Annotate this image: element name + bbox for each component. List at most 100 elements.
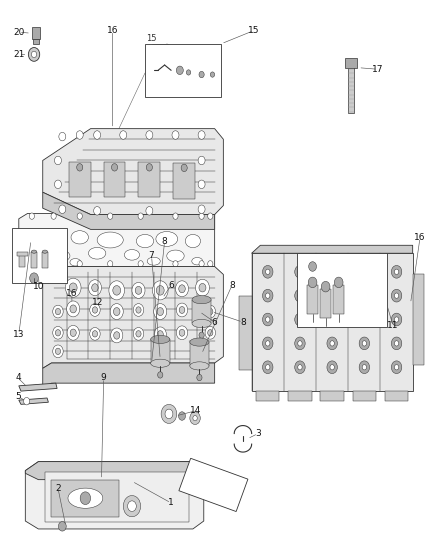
Bar (69, 162, 91, 197)
Circle shape (195, 279, 209, 296)
Circle shape (330, 293, 334, 298)
Circle shape (362, 341, 367, 346)
Circle shape (265, 293, 270, 298)
Circle shape (70, 329, 76, 336)
Bar (42, 252, 47, 268)
Text: 3: 3 (255, 429, 261, 438)
Bar (104, 162, 125, 197)
Circle shape (321, 281, 330, 292)
Circle shape (127, 501, 136, 512)
Text: 21: 21 (13, 50, 25, 59)
Polygon shape (19, 214, 215, 272)
Polygon shape (43, 266, 223, 368)
Text: 6: 6 (212, 318, 218, 327)
Circle shape (362, 365, 367, 370)
Circle shape (146, 207, 153, 215)
Circle shape (24, 398, 30, 405)
Circle shape (197, 374, 202, 381)
Text: 15: 15 (248, 26, 260, 35)
Circle shape (208, 309, 213, 315)
Bar (288, 391, 312, 401)
Circle shape (295, 361, 305, 374)
Ellipse shape (156, 231, 178, 246)
Polygon shape (43, 192, 215, 229)
Bar (192, 300, 211, 324)
Circle shape (92, 307, 98, 313)
Circle shape (157, 308, 163, 316)
Circle shape (111, 328, 123, 343)
Circle shape (69, 283, 77, 293)
Circle shape (190, 412, 200, 424)
Circle shape (193, 416, 197, 421)
Ellipse shape (43, 235, 64, 251)
Circle shape (77, 261, 82, 267)
Circle shape (165, 409, 173, 419)
Bar (353, 391, 376, 401)
Circle shape (157, 330, 163, 338)
Ellipse shape (151, 359, 170, 367)
Circle shape (391, 265, 402, 278)
Circle shape (120, 131, 127, 139)
Circle shape (298, 341, 302, 346)
Ellipse shape (190, 338, 209, 346)
Circle shape (208, 261, 213, 267)
Polygon shape (239, 296, 252, 370)
Circle shape (177, 66, 184, 75)
Circle shape (173, 261, 178, 267)
Circle shape (196, 302, 208, 317)
Polygon shape (252, 245, 413, 253)
Circle shape (208, 329, 213, 336)
Circle shape (54, 180, 61, 189)
Circle shape (199, 213, 204, 219)
Circle shape (51, 213, 56, 219)
Circle shape (394, 317, 399, 322)
Circle shape (265, 341, 270, 346)
Circle shape (199, 284, 206, 292)
Ellipse shape (71, 231, 88, 244)
Circle shape (330, 317, 334, 322)
Circle shape (77, 164, 83, 171)
Circle shape (362, 293, 367, 298)
Bar (32, 252, 37, 268)
Circle shape (362, 317, 367, 322)
Bar (138, 162, 160, 197)
Circle shape (205, 305, 215, 318)
Circle shape (199, 332, 204, 338)
Ellipse shape (192, 257, 203, 265)
Circle shape (327, 337, 337, 350)
Bar (307, 285, 318, 314)
Ellipse shape (192, 319, 211, 328)
Circle shape (205, 326, 215, 339)
Circle shape (327, 361, 337, 374)
Circle shape (53, 345, 63, 358)
Circle shape (298, 293, 302, 298)
Circle shape (92, 330, 98, 337)
Text: 16: 16 (106, 26, 118, 35)
Circle shape (152, 281, 168, 300)
Circle shape (177, 326, 187, 340)
Circle shape (327, 265, 337, 278)
Polygon shape (252, 253, 413, 391)
Circle shape (53, 326, 63, 339)
Circle shape (265, 317, 270, 322)
Circle shape (298, 317, 302, 322)
Bar (190, 342, 209, 366)
Circle shape (58, 521, 66, 531)
Circle shape (199, 305, 205, 313)
Circle shape (112, 164, 117, 171)
Circle shape (394, 293, 399, 298)
Bar (333, 285, 344, 314)
Text: 8: 8 (162, 237, 167, 246)
Circle shape (70, 305, 77, 313)
Bar (179, 458, 248, 512)
Circle shape (394, 341, 399, 346)
Circle shape (55, 329, 60, 336)
Text: 4: 4 (15, 373, 21, 382)
Circle shape (90, 327, 100, 340)
Bar (17, 252, 28, 256)
Text: 10: 10 (33, 282, 45, 291)
Text: 16: 16 (414, 233, 426, 242)
Circle shape (94, 207, 101, 215)
Circle shape (198, 156, 205, 165)
Text: 20: 20 (13, 28, 25, 37)
